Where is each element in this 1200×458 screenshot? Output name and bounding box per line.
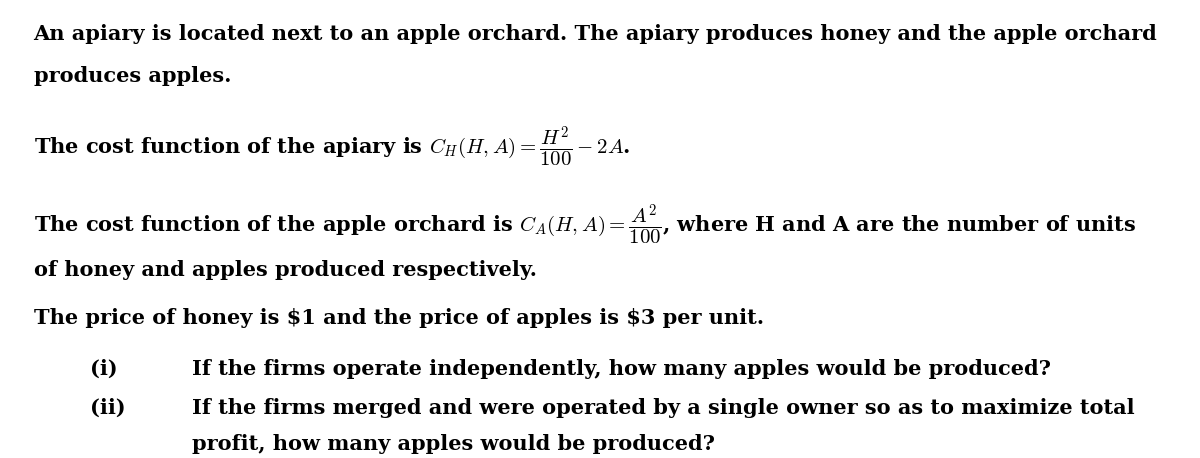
Text: (ii): (ii) bbox=[90, 398, 126, 418]
Text: The price of honey is \$1 and the price of apples is \$3 per unit.: The price of honey is \$1 and the price … bbox=[34, 308, 763, 328]
Text: produces apples.: produces apples. bbox=[34, 65, 232, 86]
Text: The cost function of the apiary is $C_H(H, A) = \dfrac{H^2}{100} - 2A$.: The cost function of the apiary is $C_H(… bbox=[34, 124, 630, 169]
Text: The cost function of the apple orchard is $C_A(H, A) = \dfrac{A^2}{100}$, where : The cost function of the apple orchard i… bbox=[34, 202, 1135, 247]
Text: (i): (i) bbox=[90, 359, 118, 379]
Text: If the firms merged and were operated by a single owner so as to maximize total: If the firms merged and were operated by… bbox=[192, 398, 1135, 418]
Text: An apiary is located next to an apple orchard. The apiary produces honey and the: An apiary is located next to an apple or… bbox=[34, 24, 1157, 44]
Text: of honey and apples produced respectively.: of honey and apples produced respectivel… bbox=[34, 260, 536, 280]
Text: profit, how many apples would be produced?: profit, how many apples would be produce… bbox=[192, 434, 715, 454]
Text: If the firms operate independently, how many apples would be produced?: If the firms operate independently, how … bbox=[192, 359, 1051, 379]
